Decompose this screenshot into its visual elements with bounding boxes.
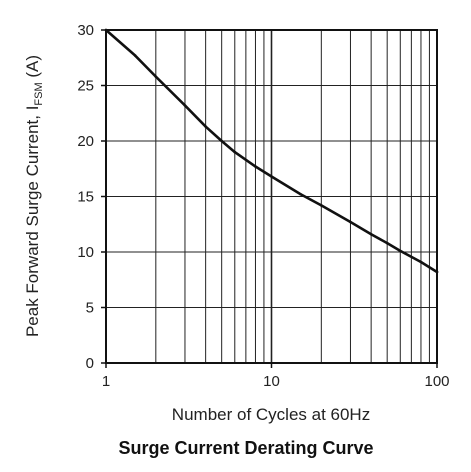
y-tick-label: 10 — [77, 244, 94, 261]
data-point — [299, 192, 302, 196]
x-tick-label: 100 — [424, 373, 449, 390]
y-axis-label-unit: (A) — [23, 55, 42, 82]
data-point — [419, 260, 423, 264]
y-tick-label: 25 — [77, 78, 94, 95]
data-point — [349, 220, 352, 224]
x-tick-label: 1 — [102, 373, 110, 390]
data-point — [254, 165, 257, 168]
x-tick-labels: 1 10 100 — [102, 363, 450, 390]
data-point — [204, 125, 207, 128]
grid — [106, 30, 437, 363]
data-point — [233, 150, 237, 154]
data-point — [154, 75, 158, 78]
y-tick-label: 30 — [77, 22, 94, 39]
y-axis-label-subscript: FSM — [33, 82, 45, 105]
data-point — [220, 139, 223, 143]
y-axis-label-main: Peak Forward Surge Current, I — [23, 106, 42, 337]
y-tick-label: 15 — [77, 189, 94, 206]
data-point — [385, 241, 389, 245]
chart-title: Surge Current Derating Curve — [118, 438, 373, 458]
y-axis-label: Peak Forward Surge Current, IFSM (A) — [23, 55, 45, 337]
data-point — [369, 232, 373, 236]
y-tick-label: 5 — [86, 300, 94, 317]
y-tick-labels: 0 5 10 15 20 25 30 — [77, 22, 106, 372]
y-tick-label: 0 — [86, 355, 94, 372]
data-point — [320, 204, 323, 207]
data-point — [183, 104, 187, 107]
x-axis-label: Number of Cycles at 60Hz — [172, 405, 370, 424]
x-tick-label: 10 — [263, 373, 280, 390]
data-point — [133, 54, 137, 57]
data-point — [398, 249, 402, 253]
data-point — [270, 175, 273, 178]
data-point — [435, 270, 439, 274]
y-tick-label: 20 — [77, 133, 94, 150]
